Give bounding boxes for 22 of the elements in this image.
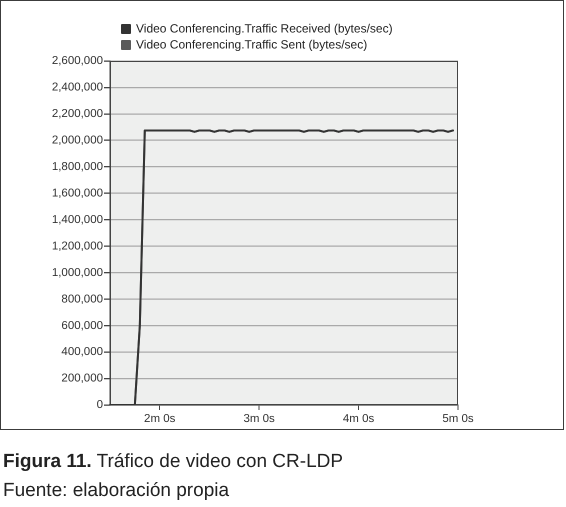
y-tick-label: 2,600,000: [52, 55, 103, 68]
y-tick-label: 2,400,000: [52, 82, 103, 94]
y-tick-label: 1,200,000: [52, 240, 103, 252]
source-note: Fuente: elaboración propia: [3, 479, 230, 503]
x-tick-label: 3m 0s: [243, 413, 276, 426]
y-tick-label: 1,000,000: [52, 266, 103, 279]
y-tick-label: 1,800,000: [52, 161, 103, 174]
y-tick-label: 600,000: [61, 320, 103, 332]
y-tick-label: 800,000: [61, 293, 103, 306]
y-tick-label: 200,000: [61, 372, 103, 385]
y-tick-label: 1,600,000: [52, 187, 103, 200]
y-tick-label: 1,400,000: [52, 214, 103, 226]
x-tick-label: 2m 0s: [144, 413, 176, 426]
x-tick-label: 4m 0s: [342, 413, 374, 426]
text: Figura 11. Tráfico de video con CR-LDP: [3, 450, 344, 474]
y-tick-label: 2,000,000: [52, 134, 103, 147]
legend-label: Video Conferencing.Traffic Sent (bytes/sec): [136, 37, 368, 52]
y-tick-label: 2,200,000: [52, 108, 103, 120]
y-tick-label: 0: [96, 399, 103, 412]
legend-label: Video Conferencing.Traffic Received (bytes/sec): [136, 21, 393, 36]
y-tick-label: 400,000: [61, 346, 103, 358]
x-tick-label: 5m 0s: [442, 413, 474, 426]
